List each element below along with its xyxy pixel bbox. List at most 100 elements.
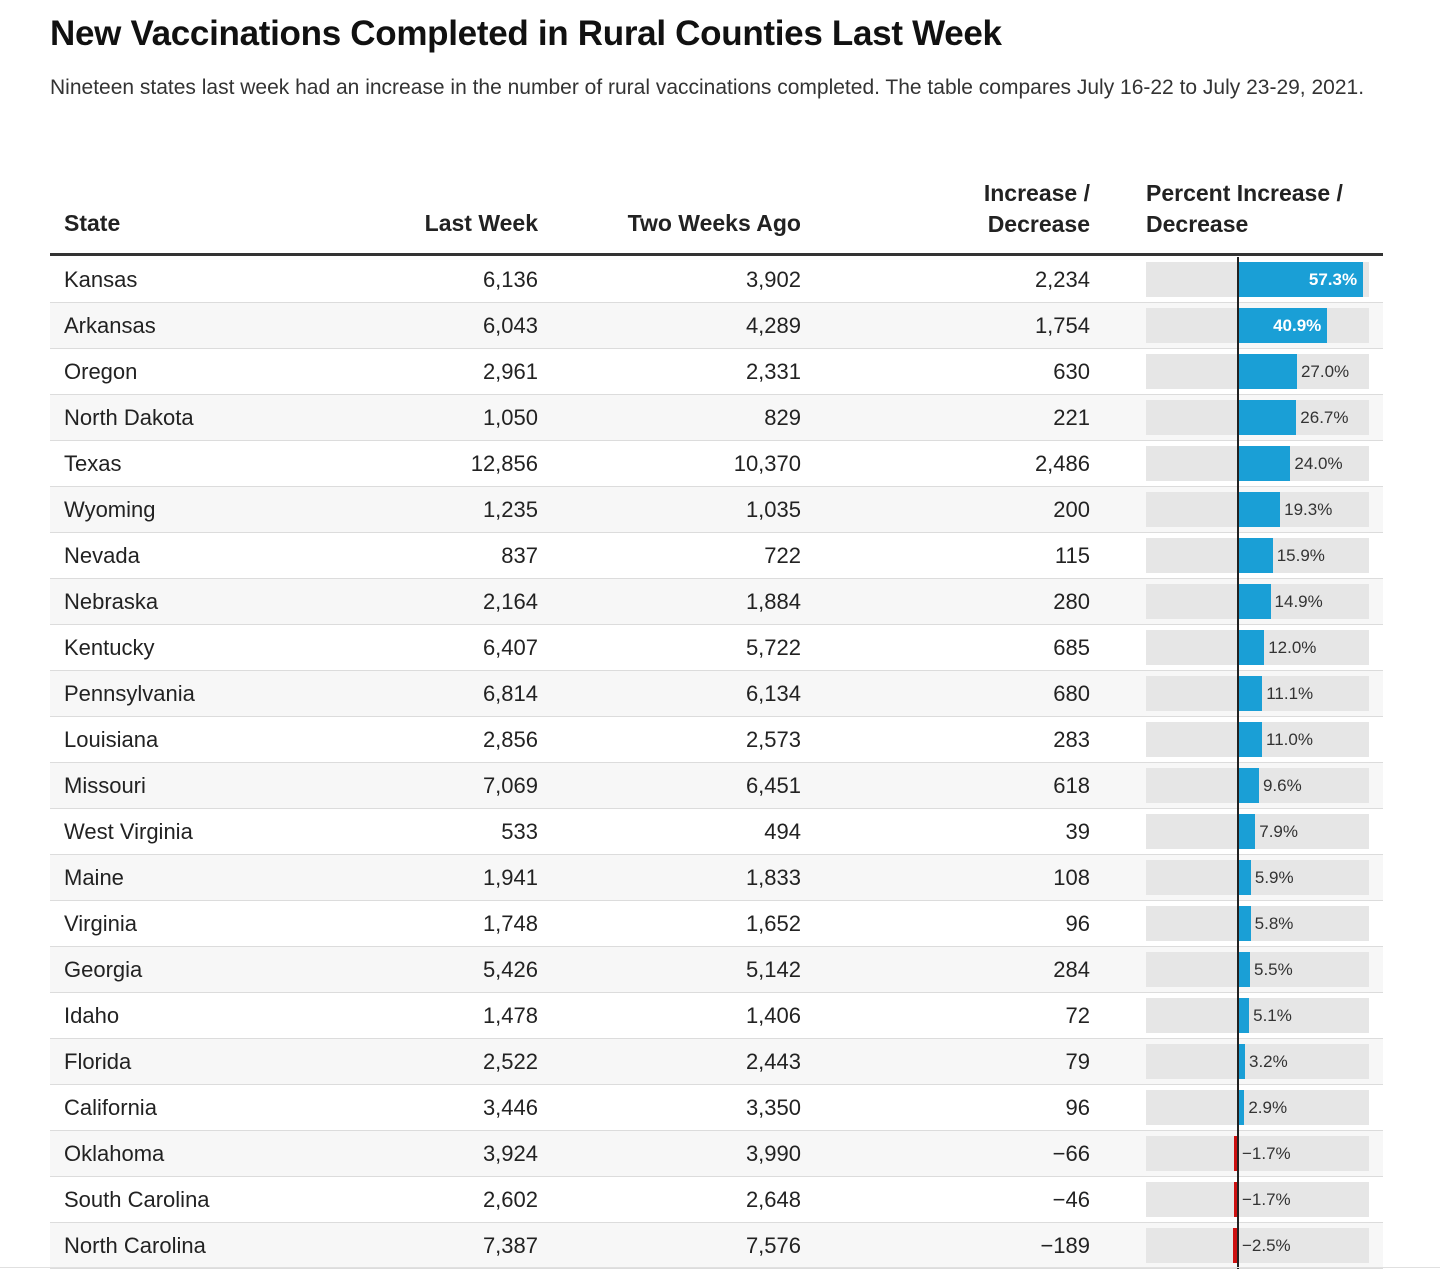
- percent-bar: [1234, 1182, 1238, 1217]
- cell-two-weeks-ago: 2,573: [745, 727, 801, 752]
- cell-last-week: 6,814: [482, 681, 538, 706]
- cell-state: South Carolina: [64, 1187, 210, 1212]
- cell-two-weeks-ago: 3,902: [745, 267, 801, 292]
- cell-change: 1,754: [1034, 313, 1090, 338]
- cell-two-weeks-ago: 829: [764, 405, 801, 430]
- cell-state: Wyoming: [64, 497, 156, 522]
- zero-baseline: [1237, 1085, 1239, 1131]
- percent-label: 5.5%: [1254, 960, 1293, 979]
- percent-bar-track: 5.9%: [1146, 860, 1369, 895]
- cell-two-weeks-ago: 1,833: [745, 865, 801, 890]
- cell-state: Missouri: [64, 773, 146, 798]
- percent-bar-track: 12.0%: [1146, 630, 1369, 665]
- header-increase-line2: Decrease: [987, 211, 1090, 237]
- percent-bar: [1238, 952, 1250, 987]
- cell-last-week: 7,069: [482, 773, 538, 798]
- percent-bar: [1238, 906, 1251, 941]
- cell-last-week: 837: [501, 543, 538, 568]
- table-row: Maine 1,941 1,833 108 5.9%: [50, 855, 1383, 901]
- percent-bar-track: 11.1%: [1146, 676, 1369, 711]
- percent-label: 19.3%: [1284, 500, 1333, 519]
- cell-last-week: 3,924: [482, 1141, 538, 1166]
- cell-last-week: 1,235: [482, 497, 538, 522]
- cell-change: 284: [1053, 957, 1090, 982]
- percent-label: −2.5%: [1242, 1236, 1291, 1255]
- cell-last-week: 5,426: [482, 957, 538, 982]
- cell-two-weeks-ago: 5,722: [745, 635, 801, 660]
- percent-bar-track: 11.0%: [1146, 722, 1369, 757]
- table-row: Pennsylvania 6,814 6,134 680 11.1%: [50, 671, 1383, 717]
- bottom-divider: [0, 1267, 1440, 1268]
- percent-label: 57.3%: [1308, 270, 1358, 289]
- percent-bar-track: 15.9%: [1146, 538, 1369, 573]
- percent-bar: [1238, 630, 1265, 665]
- percent-bar-track: 5.5%: [1146, 952, 1369, 987]
- cell-state: Kentucky: [64, 635, 155, 660]
- table-row: Idaho 1,478 1,406 72 5.1%: [50, 993, 1383, 1039]
- cell-state: Kansas: [64, 267, 138, 292]
- percent-bar: [1238, 860, 1251, 895]
- cell-state: North Dakota: [64, 405, 194, 430]
- zero-baseline: [1237, 625, 1239, 671]
- percent-bar: [1238, 998, 1250, 1033]
- cell-change: −46: [1052, 1187, 1090, 1212]
- cell-last-week: 6,043: [482, 313, 538, 338]
- cell-two-weeks-ago: 2,443: [745, 1049, 801, 1074]
- cell-state: Oklahoma: [64, 1141, 165, 1166]
- percent-label: 27.0%: [1300, 362, 1350, 381]
- cell-change: 108: [1053, 865, 1090, 890]
- zero-baseline: [1237, 809, 1239, 855]
- zero-baseline: [1237, 533, 1239, 579]
- percent-bar: [1238, 584, 1271, 619]
- cell-last-week: 2,602: [482, 1187, 538, 1212]
- percent-bar: [1238, 262, 1364, 297]
- percent-bar-track: 7.9%: [1146, 814, 1369, 849]
- table-header: State Last Week Two Weeks Ago Increase /…: [50, 176, 1383, 256]
- cell-state: Oregon: [64, 359, 138, 384]
- percent-bar: [1232, 1228, 1238, 1263]
- table-row: South Carolina 2,602 2,648 −46 −1.7%: [50, 1177, 1383, 1223]
- percent-label: 2.9%: [1248, 1098, 1288, 1117]
- percent-label: 5.9%: [1254, 868, 1294, 887]
- table-row: Oklahoma 3,924 3,990 −66 −1.7%: [50, 1131, 1383, 1177]
- cell-state: Arkansas: [64, 313, 156, 338]
- percent-bar: [1238, 722, 1263, 757]
- percent-label: 24.0%: [1294, 454, 1343, 473]
- cell-two-weeks-ago: 3,990: [745, 1141, 801, 1166]
- table-row: North Dakota 1,050 829 221 26.7%: [50, 395, 1383, 441]
- cell-last-week: 2,856: [482, 727, 538, 752]
- cell-last-week: 2,961: [482, 359, 538, 384]
- percent-label: 9.6%: [1262, 776, 1302, 795]
- percent-bar-track: 40.9%: [1146, 308, 1369, 343]
- cell-change: 115: [1054, 543, 1090, 568]
- percent-bar-track: 27.0%: [1146, 354, 1369, 389]
- cell-change: 680: [1053, 681, 1090, 706]
- table-row: West Virginia 533 494 39 7.9%: [50, 809, 1383, 855]
- table-row: Wyoming 1,235 1,035 200 19.3%: [50, 487, 1383, 533]
- cell-change: 280: [1053, 589, 1090, 614]
- percent-label: 40.9%: [1273, 316, 1322, 335]
- cell-two-weeks-ago: 1,652: [745, 911, 801, 936]
- cell-state: Texas: [64, 451, 122, 476]
- cell-two-weeks-ago: 10,370: [733, 451, 801, 476]
- table-row: Missouri 7,069 6,451 618 9.6%: [50, 763, 1383, 809]
- page-title: New Vaccinations Completed in Rural Coun…: [50, 14, 1002, 53]
- cell-last-week: 1,941: [482, 865, 538, 890]
- percent-bar: [1238, 676, 1263, 711]
- percent-bar: [1238, 814, 1256, 849]
- percent-label: 12.0%: [1268, 638, 1317, 657]
- cell-last-week: 7,387: [482, 1233, 538, 1258]
- cell-change: 221: [1053, 405, 1090, 430]
- zero-baseline: [1237, 257, 1239, 303]
- cell-state: West Virginia: [64, 819, 193, 844]
- percent-label: 26.7%: [1300, 408, 1349, 427]
- percent-label: 11.0%: [1266, 730, 1313, 749]
- zero-baseline: [1237, 579, 1239, 625]
- percent-label: 3.2%: [1248, 1052, 1288, 1071]
- cell-change: 618: [1053, 773, 1090, 798]
- percent-label: 7.9%: [1259, 822, 1298, 841]
- cell-change: −66: [1052, 1141, 1090, 1166]
- percent-bar-track: −1.7%: [1146, 1136, 1369, 1171]
- percent-bar: [1238, 446, 1291, 481]
- cell-state: Florida: [64, 1049, 132, 1074]
